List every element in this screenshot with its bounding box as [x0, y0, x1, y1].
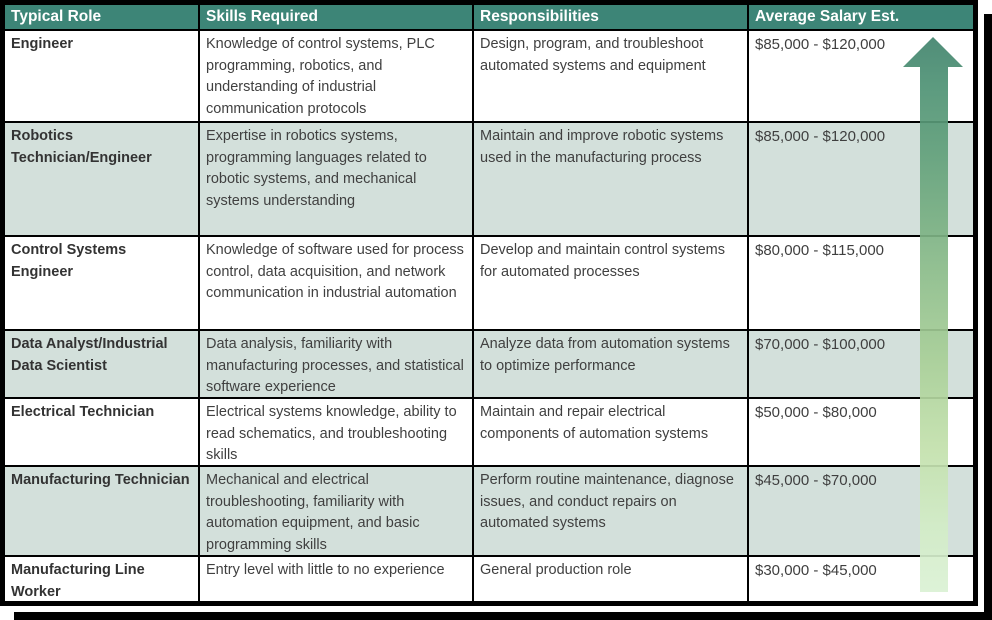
- column-header-typical-role: Typical Role: [5, 5, 198, 29]
- cell-responsibilities-data-analyst: Analyze data from automation systems to …: [474, 331, 747, 397]
- cell-salary-manufacturing-line-worker: $30,000 - $45,000: [749, 557, 973, 601]
- cell-skills-electrical-technician: Electrical systems knowledge, ability to…: [200, 399, 472, 465]
- cell-responsibilities-control-systems-engineer: Develop and maintain control systems for…: [474, 237, 747, 329]
- cell-salary-electrical-technician: $50,000 - $80,000: [749, 399, 973, 465]
- cell-role-control-systems-engineer: Control Systems Engineer: [5, 237, 198, 329]
- cell-role-electrical-technician: Electrical Technician: [5, 399, 198, 465]
- cell-salary-control-systems-engineer: $80,000 - $115,000: [749, 237, 973, 329]
- cell-salary-robotics-technician: $85,000 - $120,000: [749, 123, 973, 235]
- cell-role-data-analyst: Data Analyst/Industrial Data Scientist: [5, 331, 198, 397]
- cell-role-manufacturing-line-worker: Manufacturing Line Worker: [5, 557, 198, 601]
- cell-skills-manufacturing-line-worker: Entry level with little to no experience: [200, 557, 472, 601]
- cell-skills-data-analyst: Data analysis, familiarity with manufact…: [200, 331, 472, 397]
- cell-role-manufacturing-technician: Manufacturing Technician: [5, 467, 198, 555]
- cell-responsibilities-engineer: Design, program, and troubleshoot automa…: [474, 31, 747, 121]
- cell-responsibilities-electrical-technician: Maintain and repair electrical component…: [474, 399, 747, 465]
- column-header-average-salary: Average Salary Est.: [749, 5, 973, 29]
- table-frame: Typical Role Skills Required Responsibil…: [0, 0, 978, 606]
- cell-salary-data-analyst: $70,000 - $100,000: [749, 331, 973, 397]
- cell-skills-manufacturing-technician: Mechanical and electrical troubleshootin…: [200, 467, 472, 555]
- column-header-skills-required: Skills Required: [200, 5, 472, 29]
- cell-skills-control-systems-engineer: Knowledge of software used for process c…: [200, 237, 472, 329]
- cell-responsibilities-manufacturing-technician: Perform routine maintenance, diagnose is…: [474, 467, 747, 555]
- column-header-responsibilities: Responsibilities: [474, 5, 747, 29]
- cell-role-robotics-technician: Robotics Technician/Engineer: [5, 123, 198, 235]
- cell-responsibilities-manufacturing-line-worker: General production role: [474, 557, 747, 601]
- cell-role-engineer: Engineer: [5, 31, 198, 121]
- cell-skills-engineer: Knowledge of control systems, PLC progra…: [200, 31, 472, 121]
- cell-skills-robotics-technician: Expertise in robotics systems, programmi…: [200, 123, 472, 235]
- cell-responsibilities-robotics-technician: Maintain and improve robotic systems use…: [474, 123, 747, 235]
- roles-salary-table: Typical Role Skills Required Responsibil…: [5, 5, 973, 601]
- cell-salary-engineer: $85,000 - $120,000: [749, 31, 973, 121]
- cell-salary-manufacturing-technician: $45,000 - $70,000: [749, 467, 973, 555]
